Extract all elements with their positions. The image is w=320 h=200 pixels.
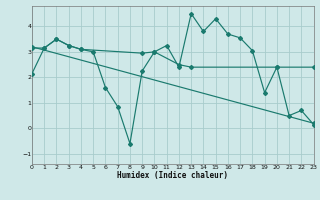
- X-axis label: Humidex (Indice chaleur): Humidex (Indice chaleur): [117, 171, 228, 180]
